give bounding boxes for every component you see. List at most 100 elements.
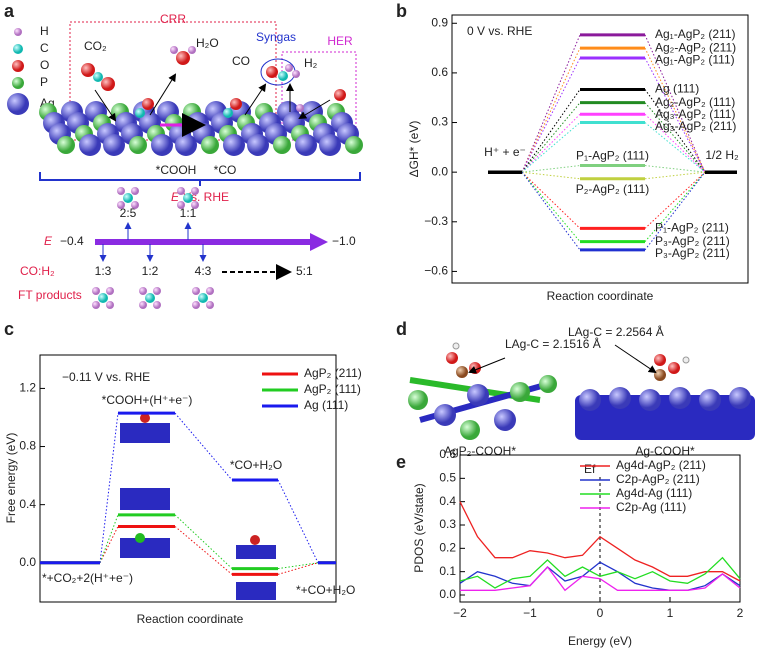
series-line [459, 501, 741, 582]
step-label: 1/2 H₂ [705, 148, 739, 162]
atom-label: C [40, 41, 49, 55]
y-tick-label: 0.0 [431, 164, 448, 178]
arrow [94, 89, 117, 122]
panel-label: a [4, 1, 15, 21]
cluster-atom [117, 201, 125, 209]
atom [81, 63, 95, 77]
cluster-atom [92, 301, 100, 309]
slab-atom [319, 134, 341, 156]
atom [539, 375, 557, 393]
y-tick-label: 0.9 [431, 15, 448, 29]
step-label: *COOH+(H⁺+e⁻) [102, 393, 193, 407]
arrow [149, 73, 177, 116]
connector [644, 171, 706, 251]
atom [452, 342, 460, 350]
slab [575, 395, 755, 440]
atom [434, 404, 456, 426]
region-label: HER [327, 34, 353, 48]
species-label: CO₂ [84, 39, 107, 53]
cluster-atom [98, 293, 108, 303]
cluster-atom [191, 187, 199, 195]
connector [644, 171, 706, 180]
cluster-atom [183, 193, 193, 203]
thumbnail [120, 538, 170, 558]
x-axis-label: Reaction coordinate [547, 289, 654, 303]
y-tick-label: 0.0 [439, 587, 456, 601]
cluster-atom [192, 287, 200, 295]
thumbnail [120, 488, 170, 510]
slab-atom [175, 134, 197, 156]
cluster-atom [131, 187, 139, 195]
connector [521, 122, 581, 173]
cluster-atom [106, 301, 114, 309]
panel-label: b [396, 1, 407, 21]
connector [521, 113, 581, 173]
step-label: *+CO+H₂O [296, 583, 355, 597]
slab-atom [223, 134, 245, 156]
connector [644, 89, 706, 173]
connector [521, 34, 581, 173]
cluster-atom [145, 293, 155, 303]
thumbnail [236, 582, 276, 600]
slab-atom [295, 134, 317, 156]
atom-icon [12, 60, 24, 72]
cluster-atom [198, 293, 208, 303]
atom [334, 89, 346, 101]
ratio-label: CO:H₂ [20, 264, 55, 278]
arrow [468, 357, 506, 374]
x-tick-label: −1 [523, 606, 537, 620]
ratio: 1:1 [180, 206, 197, 220]
x-tick-label: 2 [737, 606, 744, 620]
atom [101, 77, 115, 91]
adsorbate [142, 98, 154, 110]
ratio: 1:2 [142, 264, 159, 278]
y-tick-label: −0.6 [424, 264, 448, 278]
arrow [298, 99, 331, 120]
atom [446, 352, 458, 364]
adsorbate [296, 104, 304, 112]
connector [521, 171, 581, 251]
x-tick-label: −2 [453, 606, 467, 620]
connector [644, 165, 706, 173]
adsorbate [230, 98, 242, 110]
arrow [244, 83, 267, 116]
legend-label: AgP₂ (111) [304, 382, 361, 396]
atom [510, 382, 530, 402]
species-label: CO [232, 54, 250, 68]
y-tick-label: 0.6 [439, 447, 456, 461]
atom [609, 387, 631, 409]
legend-label: C2p-Ag (111) [616, 500, 686, 514]
cluster-atom [117, 187, 125, 195]
connector [521, 47, 581, 173]
x-axis-label: Energy (eV) [568, 634, 632, 648]
adsorbate [135, 108, 145, 118]
y-tick-label: 0.3 [439, 517, 456, 531]
step-label: *CO+H₂O [230, 458, 282, 472]
y-axis-label: PDOS (eV/state) [412, 483, 426, 572]
atom [654, 354, 666, 366]
connector [521, 171, 581, 180]
y-tick-label: 0.4 [439, 494, 456, 508]
step-label: *+CO₂+2(H⁺+e⁻) [42, 571, 133, 585]
atom [285, 64, 293, 72]
y-axis-label: ΔGH* (eV) [407, 121, 421, 178]
y-tick-label: 0.1 [439, 564, 456, 578]
connector [644, 122, 706, 173]
atom [669, 387, 691, 409]
connector [521, 102, 581, 173]
thumbnail [236, 545, 276, 559]
chart-title: −0.11 V vs. RHE [62, 370, 150, 384]
x-axis-label: Reaction coordinate [137, 612, 244, 626]
cluster-atom [153, 287, 161, 295]
slab-atom [151, 134, 173, 156]
atom-icon [13, 44, 23, 54]
ratio: 2:5 [120, 206, 137, 220]
cluster-atom [177, 201, 185, 209]
y-tick-label: 0.6 [431, 65, 448, 79]
y-tick-label: 0.0 [19, 555, 36, 569]
atom [135, 533, 145, 543]
atom [93, 72, 103, 82]
connector [99, 514, 119, 563]
panel-label: d [396, 319, 407, 339]
atom [250, 535, 260, 545]
